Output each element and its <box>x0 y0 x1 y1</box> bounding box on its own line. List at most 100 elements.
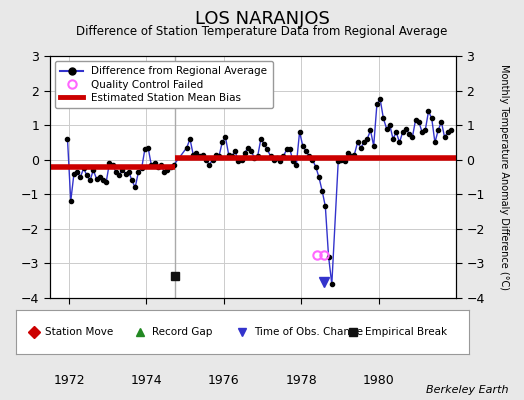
Point <box>360 139 368 146</box>
Point <box>421 127 430 134</box>
Point <box>147 162 156 168</box>
Point <box>160 169 168 175</box>
Point <box>83 172 91 178</box>
Point <box>202 156 210 163</box>
Point <box>424 108 433 114</box>
Point <box>105 160 114 166</box>
Point <box>389 136 397 142</box>
Point <box>137 165 146 172</box>
Point <box>157 162 165 168</box>
Point <box>247 148 255 154</box>
Point <box>437 118 445 125</box>
Point <box>102 179 111 185</box>
Point <box>115 172 123 178</box>
Point <box>195 153 204 160</box>
Point <box>167 164 175 170</box>
Point <box>334 158 342 165</box>
Point <box>118 167 126 173</box>
Point <box>263 146 271 152</box>
Point <box>227 153 236 160</box>
Text: Empirical Break: Empirical Break <box>365 327 447 337</box>
Point <box>392 129 400 135</box>
Point <box>73 169 81 175</box>
Point <box>234 158 243 165</box>
Point <box>140 146 149 152</box>
Point <box>189 151 198 158</box>
Point <box>428 115 436 122</box>
Point <box>70 170 78 177</box>
Point <box>305 153 313 160</box>
Point <box>324 253 333 260</box>
Point <box>125 169 133 175</box>
Point <box>399 129 407 135</box>
Point <box>99 177 107 184</box>
Point <box>224 151 233 158</box>
Point <box>308 156 316 163</box>
Point <box>363 136 372 142</box>
Text: 1980: 1980 <box>363 374 395 387</box>
Point <box>402 126 410 132</box>
Point <box>405 130 413 137</box>
Point <box>266 153 275 160</box>
Point <box>209 156 217 163</box>
Y-axis label: Monthly Temperature Anomaly Difference (°C): Monthly Temperature Anomaly Difference (… <box>498 64 509 290</box>
Point <box>170 162 178 168</box>
Point <box>63 136 72 142</box>
Point <box>134 169 143 175</box>
Point <box>257 136 265 142</box>
Point <box>86 177 94 184</box>
Point <box>347 153 355 160</box>
Text: Record Gap: Record Gap <box>152 327 212 337</box>
Point <box>386 122 394 128</box>
Point <box>447 127 455 134</box>
Point <box>276 158 285 165</box>
Point <box>186 136 194 142</box>
Point <box>328 281 336 287</box>
Point <box>237 156 246 163</box>
Point <box>95 174 104 180</box>
Point <box>131 184 139 190</box>
Point <box>292 162 301 168</box>
Point <box>212 151 220 158</box>
Point <box>408 134 417 140</box>
Point <box>286 146 294 152</box>
Point <box>270 156 278 163</box>
Legend: Difference from Regional Average, Quality Control Failed, Estimated Station Mean: Difference from Regional Average, Qualit… <box>55 61 272 108</box>
Point <box>92 176 101 182</box>
Point <box>373 101 381 108</box>
Point <box>254 153 262 160</box>
Point <box>182 144 191 151</box>
Point <box>353 139 362 146</box>
Text: 1974: 1974 <box>130 374 162 387</box>
Point <box>205 162 213 168</box>
Point <box>311 164 320 170</box>
Point <box>144 144 152 151</box>
Point <box>231 148 239 154</box>
Point <box>318 188 326 194</box>
Point <box>241 150 249 156</box>
Point <box>122 170 130 177</box>
Point <box>414 118 423 125</box>
Point <box>299 143 307 149</box>
Point <box>273 155 281 161</box>
Point <box>260 141 268 147</box>
Point <box>411 117 420 123</box>
Point <box>440 134 449 140</box>
Text: Station Move: Station Move <box>45 327 113 337</box>
Point <box>199 151 207 158</box>
Point <box>250 155 259 161</box>
Point <box>154 164 162 170</box>
Point <box>215 153 223 160</box>
Point <box>80 165 88 172</box>
Point <box>395 139 403 146</box>
Point <box>444 129 452 135</box>
Point <box>383 126 391 132</box>
Point <box>350 151 358 158</box>
Point <box>112 169 120 175</box>
Point <box>296 129 304 135</box>
Point <box>150 160 159 166</box>
Point <box>366 127 375 134</box>
Point <box>341 158 349 165</box>
Point <box>163 167 172 173</box>
Point <box>302 148 310 154</box>
